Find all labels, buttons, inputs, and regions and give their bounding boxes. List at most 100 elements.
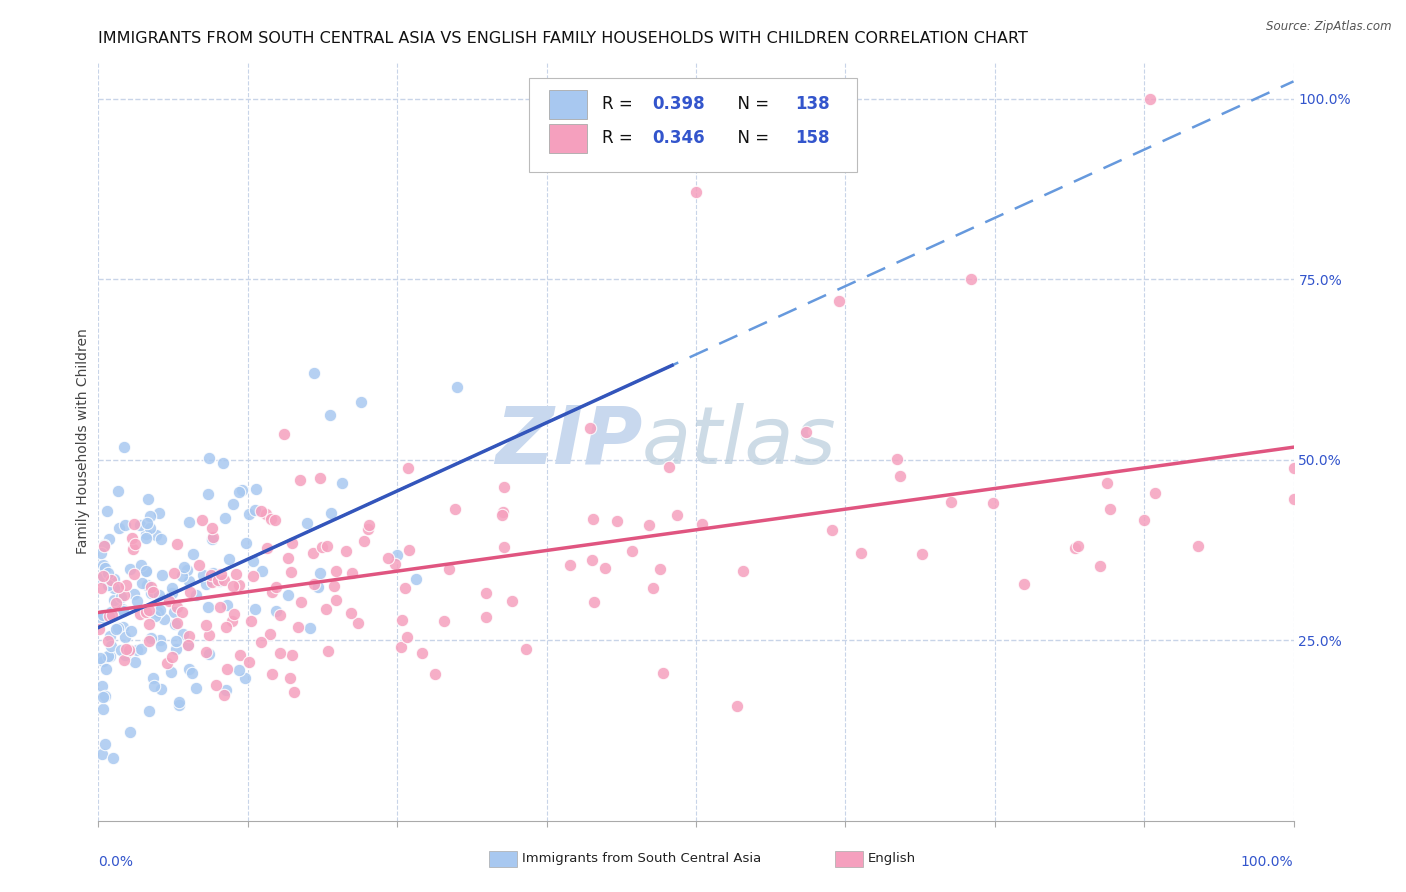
Point [135,527,157,541]
Point [169,698,191,713]
Point [228,663,250,677]
Point [269,607,291,622]
Point [222,497,245,511]
Point [821,523,844,537]
Point [91,568,114,582]
Point [122,542,145,557]
Point [107,580,129,594]
Point [794,425,817,440]
Point [127,643,149,657]
Point [179,516,201,530]
Point [156,657,179,671]
Point [93,561,115,575]
Point [90,611,112,625]
Point [124,655,146,669]
Point [316,539,339,553]
Point [1133,513,1156,527]
Point [212,688,235,702]
Point [494,540,516,554]
Point [143,679,166,693]
Point [263,513,285,527]
Point [283,685,305,699]
Point [266,580,288,594]
Point [315,602,337,616]
Point [325,564,347,578]
Point [91,654,114,668]
Point [222,579,245,593]
Point [138,603,160,617]
Point [114,648,136,662]
Text: 0.0%: 0.0% [98,855,134,869]
Point [107,621,129,635]
Point [218,552,240,566]
Point [1139,91,1161,105]
Point [188,558,211,572]
Text: IMMIGRANTS FROM SOUTH CENTRAL ASIA VS ENGLISH FAMILY HOUSEHOLDS WITH CHILDREN CO: IMMIGRANTS FROM SOUTH CENTRAL ASIA VS EN… [98,31,1028,46]
Point [264,604,287,618]
Point [214,620,236,634]
Text: R =: R = [602,129,637,147]
FancyBboxPatch shape [548,90,588,119]
Point [280,648,302,662]
Point [160,586,183,600]
Point [319,507,342,521]
Point [97,566,120,581]
Text: ZIP: ZIP [495,402,643,481]
Point [177,638,200,652]
Point [146,605,169,619]
Point [209,567,232,582]
Point [105,622,128,636]
Text: 158: 158 [796,129,830,147]
Point [323,579,346,593]
FancyBboxPatch shape [548,124,588,153]
Text: 0.398: 0.398 [652,95,704,113]
Point [149,682,172,697]
Point [269,647,291,661]
Point [299,621,322,635]
Point [135,531,157,545]
Point [340,566,363,580]
Point [1282,460,1305,475]
Point [475,610,498,624]
Point [1064,541,1087,555]
Point [131,576,153,591]
Point [311,540,333,554]
Point [620,544,643,558]
Point [129,641,152,656]
Point [93,701,115,715]
Point [256,541,278,555]
Point [115,577,138,591]
Point [103,572,125,586]
Point [100,639,122,653]
Point [423,666,446,681]
Point [93,737,115,751]
Point [150,568,173,582]
Point [357,523,380,537]
Point [138,704,160,718]
Point [725,698,748,713]
Point [1088,559,1111,574]
Point [176,563,198,577]
Point [121,532,143,546]
Point [325,593,347,607]
Point [98,648,121,663]
Point [242,568,264,582]
Point [93,538,115,552]
Text: N =: N = [727,129,775,147]
Point [302,366,325,380]
Point [142,585,165,599]
Point [273,426,295,441]
Point [238,508,260,522]
Point [201,533,224,547]
Point [103,581,125,595]
Point [114,518,136,533]
Point [125,594,148,608]
Point [198,573,221,587]
Point [405,572,427,586]
Point [97,633,120,648]
Point [250,564,273,578]
Text: English: English [868,853,915,865]
Point [179,574,201,589]
Point [197,487,219,501]
Point [446,380,468,394]
